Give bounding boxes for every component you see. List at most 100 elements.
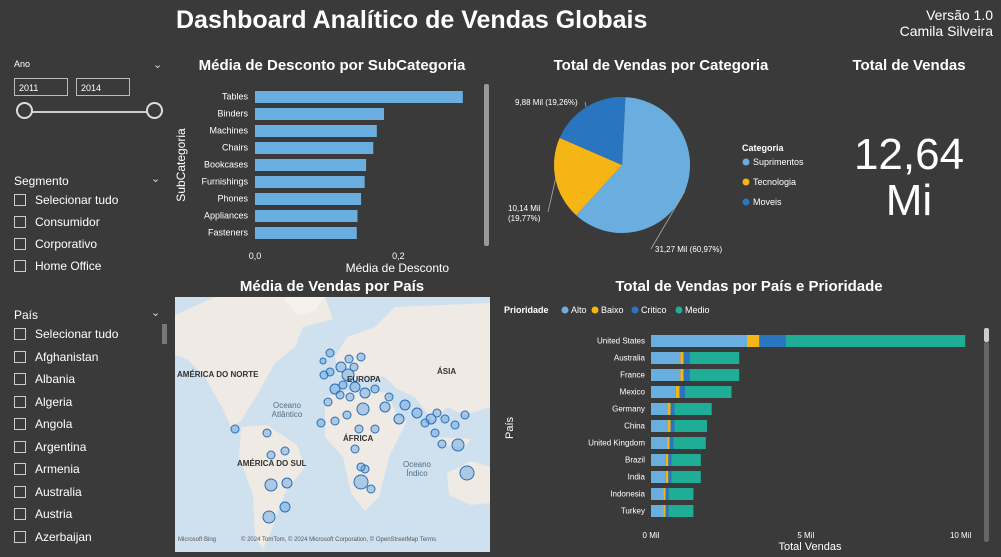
- country-option[interactable]: Albania: [14, 368, 118, 391]
- segment-option[interactable]: Corporativo: [14, 233, 118, 255]
- x-tick-label: 0,2: [392, 251, 405, 261]
- year-slider-handle-end[interactable]: [146, 102, 163, 119]
- country-bar-segment: [651, 471, 666, 483]
- pie-legend-label: Suprimentos: [753, 157, 804, 167]
- country-list: Selecionar tudo Afghanistan Albania Alge…: [14, 323, 118, 548]
- country-bar-segment: [675, 386, 680, 398]
- chevron-down-icon[interactable]: ⌄: [151, 307, 161, 319]
- country-option-label: Austria: [35, 507, 73, 522]
- segment-option[interactable]: Home Office: [14, 255, 118, 277]
- scrollbar: [484, 84, 489, 246]
- segment-option[interactable]: Consumidor: [14, 211, 118, 233]
- segment-option[interactable]: Selecionar tudo: [14, 189, 118, 211]
- discount-bar: [255, 227, 357, 239]
- pie-legend-label: Tecnologia: [753, 177, 796, 187]
- map-label-europe: EUROPA: [347, 375, 381, 384]
- discount-bar: [255, 159, 367, 171]
- checkbox[interactable]: [14, 350, 26, 363]
- country-label: Australia: [614, 354, 646, 363]
- year-slider-track[interactable]: [24, 111, 156, 113]
- country-option[interactable]: Algeria: [14, 391, 118, 414]
- country-bar-segment: [651, 437, 668, 449]
- pie-legend-title: Categoria: [742, 143, 785, 153]
- pie-data-label: 31,27 Mil (60,97%): [655, 245, 722, 254]
- country-legend-marker: [675, 306, 683, 314]
- country-bar-segment: [674, 403, 712, 415]
- pie-legend-marker: [742, 158, 750, 166]
- pie-slice: [576, 97, 690, 233]
- scrollbar-track: [984, 342, 989, 542]
- country-option[interactable]: Australia: [14, 481, 118, 504]
- year-to-input[interactable]: 2014: [76, 78, 130, 96]
- country-bar-segment: [668, 420, 671, 432]
- country-legend-label: Medio: [685, 305, 710, 315]
- country-bar-segment: [683, 369, 690, 381]
- country-legend-label: Baixo: [601, 305, 624, 315]
- subcategory-label: Bookcases: [204, 160, 249, 170]
- country-label: United States: [597, 337, 645, 346]
- checkbox[interactable]: [14, 194, 26, 206]
- year-from-input[interactable]: 2011: [14, 78, 68, 96]
- checkbox[interactable]: [14, 238, 26, 250]
- checkbox[interactable]: [14, 216, 26, 228]
- country-list-scrollbar[interactable]: [162, 324, 167, 344]
- country-bar-segment: [668, 488, 694, 500]
- x-tick-label: 10 Mil: [950, 531, 972, 540]
- total-sales-value: 12,64 Mi: [834, 132, 984, 224]
- country-bar-segment: [665, 454, 669, 466]
- discount-bar-chart: Tables Binders Machines Chairs Bookcases Furn…: [174, 84, 489, 275]
- subcategory-label: Chairs: [222, 143, 249, 153]
- checkbox[interactable]: [14, 260, 26, 272]
- pie-leader-line: [650, 190, 686, 250]
- pie-leader-line: [547, 179, 556, 213]
- country-legend-title: Prioridade: [504, 305, 549, 315]
- checkbox[interactable]: [14, 508, 26, 521]
- country-option-label: Afghanistan: [35, 349, 99, 364]
- dashboard-title: Dashboard Analítico de Vendas Globais: [176, 6, 648, 34]
- country-option[interactable]: Armenia: [14, 458, 118, 481]
- country-option[interactable]: Afghanistan: [14, 346, 118, 369]
- country-bar-segment: [651, 454, 666, 466]
- subcategory-label: Phones: [217, 194, 248, 204]
- category-chart-title: Total de Vendas por Categoria: [553, 57, 769, 74]
- segment-option-label: Corporativo: [35, 237, 98, 251]
- map-label-north-america: AMÉRICA DO NORTE: [177, 370, 259, 379]
- checkbox[interactable]: [14, 395, 26, 408]
- country-option-label: Australia: [35, 484, 82, 499]
- country-option-label: Selecionar tudo: [35, 327, 119, 342]
- country-bar-segment: [674, 420, 708, 432]
- checkbox[interactable]: [14, 485, 26, 498]
- segment-list: Selecionar tudo Consumidor Corporativo H…: [14, 189, 118, 277]
- country-label: France: [620, 371, 645, 380]
- country-bar-segment: [651, 488, 664, 500]
- country-option[interactable]: Azerbaijan: [14, 526, 118, 549]
- country-bar-segment: [651, 352, 681, 364]
- version-label: Versão 1.0: [926, 7, 993, 23]
- checkbox[interactable]: [14, 530, 26, 543]
- country-bar-segment: [651, 505, 664, 517]
- y-axis-label: País: [504, 416, 516, 439]
- country-bar-segment: [683, 352, 690, 364]
- country-bar-segment: [651, 403, 669, 415]
- checkbox[interactable]: [14, 373, 26, 386]
- map-attribution[interactable]: © 2024 TomTom, © 2024 Microsoft Corporat…: [241, 537, 437, 543]
- subcategory-label: Binders: [217, 109, 248, 119]
- year-slider-handle-start[interactable]: [16, 102, 33, 119]
- segment-slicer-title: Segmento: [14, 174, 69, 188]
- country-bar-segment: [759, 335, 786, 347]
- country-bar-segment: [673, 437, 706, 449]
- country-option[interactable]: Argentina: [14, 436, 118, 459]
- subcategory-label: Furnishings: [201, 177, 248, 187]
- chevron-down-icon[interactable]: ⌄: [151, 173, 161, 185]
- checkbox[interactable]: [14, 418, 26, 431]
- country-priority-chart: Prioridade Alto Baixo Critico Medio United St…: [504, 305, 989, 553]
- checkbox[interactable]: [14, 328, 26, 341]
- chevron-down-icon[interactable]: ⌄: [153, 59, 163, 71]
- country-option[interactable]: Austria: [14, 503, 118, 526]
- discount-chart-title: Média de Desconto por SubCategoria: [198, 57, 466, 74]
- country-option[interactable]: Selecionar tudo: [14, 323, 118, 346]
- checkbox[interactable]: [14, 440, 26, 453]
- checkbox[interactable]: [14, 463, 26, 476]
- country-option[interactable]: Angola: [14, 413, 118, 436]
- sales-map[interactable]: AMÉRICA DO NORTE EUROPA ÁSIA ÁFRICA AMÉR…: [175, 297, 490, 552]
